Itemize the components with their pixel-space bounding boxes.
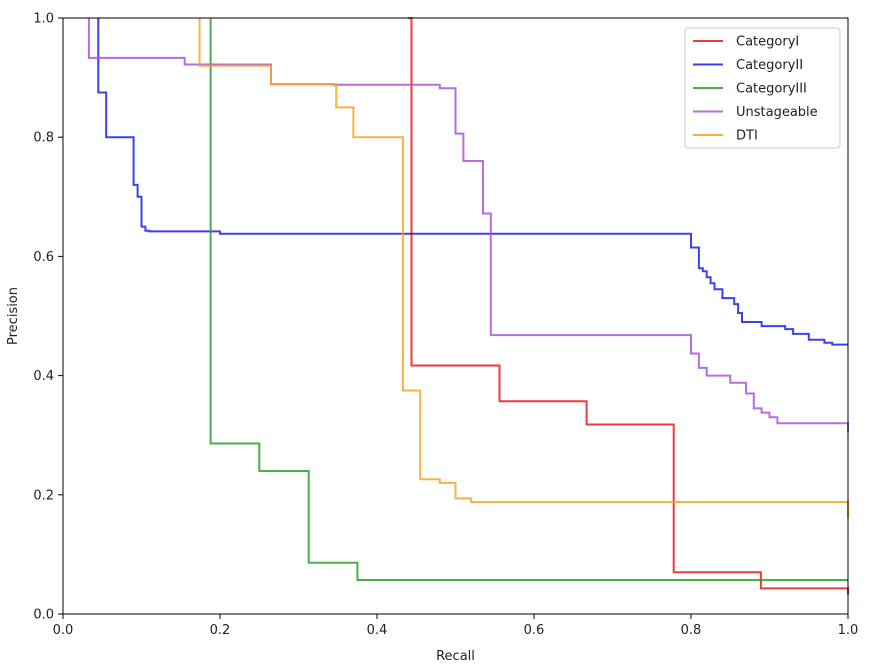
legend: CategoryI CategoryII CategoryIII Unstageabl… [684, 27, 841, 149]
x-tick-label: 0.4 [367, 623, 388, 638]
legend-label-dti: DTI [736, 129, 758, 144]
y-axis-label: Precision [6, 287, 21, 345]
y-tick-label: 0.0 [33, 608, 54, 623]
y-tick-label: 0.2 [33, 488, 54, 503]
legend-label-unstageable: Unstageable [736, 105, 818, 120]
y-tick-label: 0.4 [33, 369, 54, 384]
series-line-categoryi [408, 17, 849, 595]
series-line-dti [198, 18, 849, 519]
x-tick-label: 0.2 [210, 623, 231, 638]
y-tick-label: 0.8 [33, 131, 54, 146]
x-tick-label: 0.6 [524, 623, 545, 638]
legend-label-categoryi: CategoryI [736, 35, 799, 50]
y-axis: 0.0 0.2 0.4 0.6 0.8 1.0 [33, 12, 63, 623]
x-axis: 0.0 0.2 0.4 0.6 0.8 1.0 [53, 614, 859, 638]
x-axis-label: Recall [436, 649, 475, 664]
y-tick-label: 0.6 [33, 250, 54, 265]
series-layer [87, 17, 849, 595]
x-tick-label: 0.0 [53, 623, 74, 638]
legend-label-categoryii: CategoryII [736, 58, 803, 73]
series-line-categoryii [97, 18, 848, 346]
x-tick-label: 0.8 [681, 623, 702, 638]
legend-label-categoryiii: CategoryIII [736, 82, 807, 97]
x-tick-label: 1.0 [838, 623, 859, 638]
legend-box [684, 27, 841, 149]
series-line-categoryiii [209, 18, 848, 581]
plot-area-frame [62, 17, 849, 615]
y-tick-label: 1.0 [33, 12, 54, 27]
